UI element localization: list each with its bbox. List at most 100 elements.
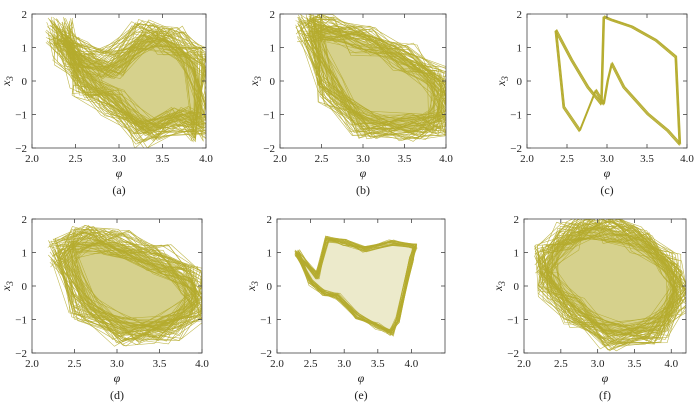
y-axis-label-subscript: 3 bbox=[253, 76, 263, 82]
trajectory-line bbox=[538, 219, 686, 341]
x-tick-label: 4.0 bbox=[680, 153, 694, 165]
x-tick-label: 4.0 bbox=[664, 358, 678, 370]
plot-area bbox=[45, 16, 206, 148]
attractor-region bbox=[309, 27, 442, 128]
y-tick-label: −1 bbox=[507, 315, 519, 327]
panel-caption: (e) bbox=[354, 388, 367, 402]
panel-caption: (d) bbox=[110, 388, 124, 402]
trajectory-line bbox=[556, 15, 682, 145]
x-tick-label: 3.0 bbox=[337, 358, 351, 370]
y-tick-label: −1 bbox=[260, 315, 272, 327]
y-tick-label: −1 bbox=[263, 110, 275, 122]
y-tick-label: 0 bbox=[267, 281, 273, 293]
x-tick-label: 4.0 bbox=[405, 358, 419, 370]
y-tick-label: −1 bbox=[15, 315, 27, 327]
x-axis-label: φ bbox=[358, 371, 365, 385]
x-tick-label: 2.0 bbox=[273, 153, 287, 165]
y-tick-label: −2 bbox=[510, 143, 522, 155]
x-tick-label: 3.0 bbox=[112, 153, 126, 165]
y-tick-label: 2 bbox=[270, 9, 276, 21]
x-tick-label: 4.0 bbox=[439, 153, 453, 165]
y-tick-label: 1 bbox=[267, 248, 273, 260]
trajectory-line bbox=[307, 14, 446, 134]
y-axis-label-subscript: 3 bbox=[250, 281, 260, 287]
x-tick-label: 2.5 bbox=[69, 153, 83, 165]
y-axis-label-subscript: 3 bbox=[497, 281, 507, 287]
y-tick-label: −1 bbox=[15, 110, 27, 122]
y-axis-label-subscript: 3 bbox=[5, 76, 15, 82]
y-axis-label: x3 bbox=[247, 76, 263, 87]
y-axis-label-subscript: 3 bbox=[500, 76, 510, 82]
y-tick-label: 2 bbox=[514, 214, 520, 226]
trajectory-line bbox=[537, 219, 686, 334]
y-tick-label: 2 bbox=[22, 214, 28, 226]
x-tick-label: 3.5 bbox=[156, 153, 170, 165]
x-tick-label: 3.5 bbox=[153, 358, 167, 370]
y-tick-label: 2 bbox=[517, 9, 523, 21]
x-axis-label: φ bbox=[114, 371, 121, 385]
panel-a: 2.0 2.5 3.0 3.5 4.0 2 1 0 −1 −2 φ x3 (a) bbox=[0, 9, 213, 197]
x-axis-label: φ bbox=[604, 166, 611, 180]
trajectory-line bbox=[311, 14, 446, 137]
x-tick-label: 2.5 bbox=[554, 358, 568, 370]
y-tick-label: 0 bbox=[270, 76, 276, 88]
panel-f: 2.0 2.5 3.0 3.5 4.0 2 1 0 −1 −2 φ x3 (f) bbox=[491, 214, 687, 402]
trajectory-line bbox=[555, 15, 681, 146]
plot-area bbox=[47, 224, 202, 347]
x-tick-label: 3.5 bbox=[640, 153, 654, 165]
x-axis-label: φ bbox=[602, 371, 609, 385]
y-axis-label: x3 bbox=[0, 281, 15, 292]
y-axis-label: x3 bbox=[0, 76, 15, 87]
y-tick-label: 0 bbox=[517, 76, 523, 88]
panel-c: 2.0 2.5 3.0 3.5 4.0 2 1 0 −1 −2 φ x3 (c) bbox=[494, 9, 694, 197]
y-tick-label: −2 bbox=[15, 143, 27, 155]
y-tick-label: −2 bbox=[260, 348, 272, 360]
y-tick-label: −2 bbox=[263, 143, 275, 155]
x-tick-label: 2.5 bbox=[304, 358, 318, 370]
x-tick-label: 4.0 bbox=[195, 358, 209, 370]
plot-area bbox=[554, 15, 682, 147]
x-tick-label: 2.5 bbox=[315, 153, 329, 165]
x-tick-label: 2.0 bbox=[25, 153, 39, 165]
x-tick-label: 3.5 bbox=[628, 358, 642, 370]
x-tick-label: 3.5 bbox=[371, 358, 385, 370]
trajectory-line bbox=[300, 14, 442, 134]
trajectory-line bbox=[538, 219, 686, 346]
attractor-region bbox=[297, 239, 415, 333]
x-tick-label: 2.0 bbox=[520, 153, 534, 165]
y-tick-label: 1 bbox=[270, 43, 276, 55]
x-tick-label: 2.0 bbox=[25, 358, 39, 370]
y-tick-label: 0 bbox=[22, 281, 28, 293]
plot-area bbox=[533, 219, 686, 352]
trajectory-line bbox=[296, 237, 418, 331]
attractor-region bbox=[546, 225, 679, 337]
plot-area bbox=[294, 235, 418, 337]
y-tick-label: −2 bbox=[15, 348, 27, 360]
x-tick-label: 2.5 bbox=[560, 153, 574, 165]
y-axis-label-subscript: 3 bbox=[5, 281, 15, 287]
y-tick-label: 1 bbox=[22, 248, 28, 260]
x-tick-label: 3.0 bbox=[600, 153, 614, 165]
y-tick-label: 1 bbox=[517, 43, 523, 55]
panel-b: 2.0 2.5 3.0 3.5 4.0 2 1 0 −1 −2 φ x3 (b) bbox=[247, 9, 453, 197]
y-tick-label: 2 bbox=[267, 214, 273, 226]
y-axis-label: x3 bbox=[494, 76, 510, 87]
plot-area bbox=[295, 14, 446, 142]
y-tick-label: 1 bbox=[514, 248, 520, 260]
x-tick-label: 3.5 bbox=[398, 153, 412, 165]
panel-d: 2.0 2.5 3.0 3.5 4.0 2 1 0 −1 −2 φ x3 (d) bbox=[0, 214, 209, 402]
panel-caption: (f) bbox=[599, 388, 611, 402]
trajectory-line bbox=[542, 224, 682, 326]
trajectory-line bbox=[554, 16, 680, 147]
trajectory-line bbox=[66, 33, 206, 148]
panel-caption: (c) bbox=[600, 183, 613, 197]
x-axis-label: φ bbox=[116, 166, 123, 180]
trajectory-line bbox=[294, 238, 418, 334]
attractor-region bbox=[61, 239, 198, 333]
trajectory-line bbox=[308, 14, 446, 141]
x-tick-label: 4.0 bbox=[199, 153, 213, 165]
x-axis-label: φ bbox=[360, 166, 367, 180]
y-axis-label: x3 bbox=[244, 281, 260, 292]
attractor-region bbox=[59, 30, 205, 135]
